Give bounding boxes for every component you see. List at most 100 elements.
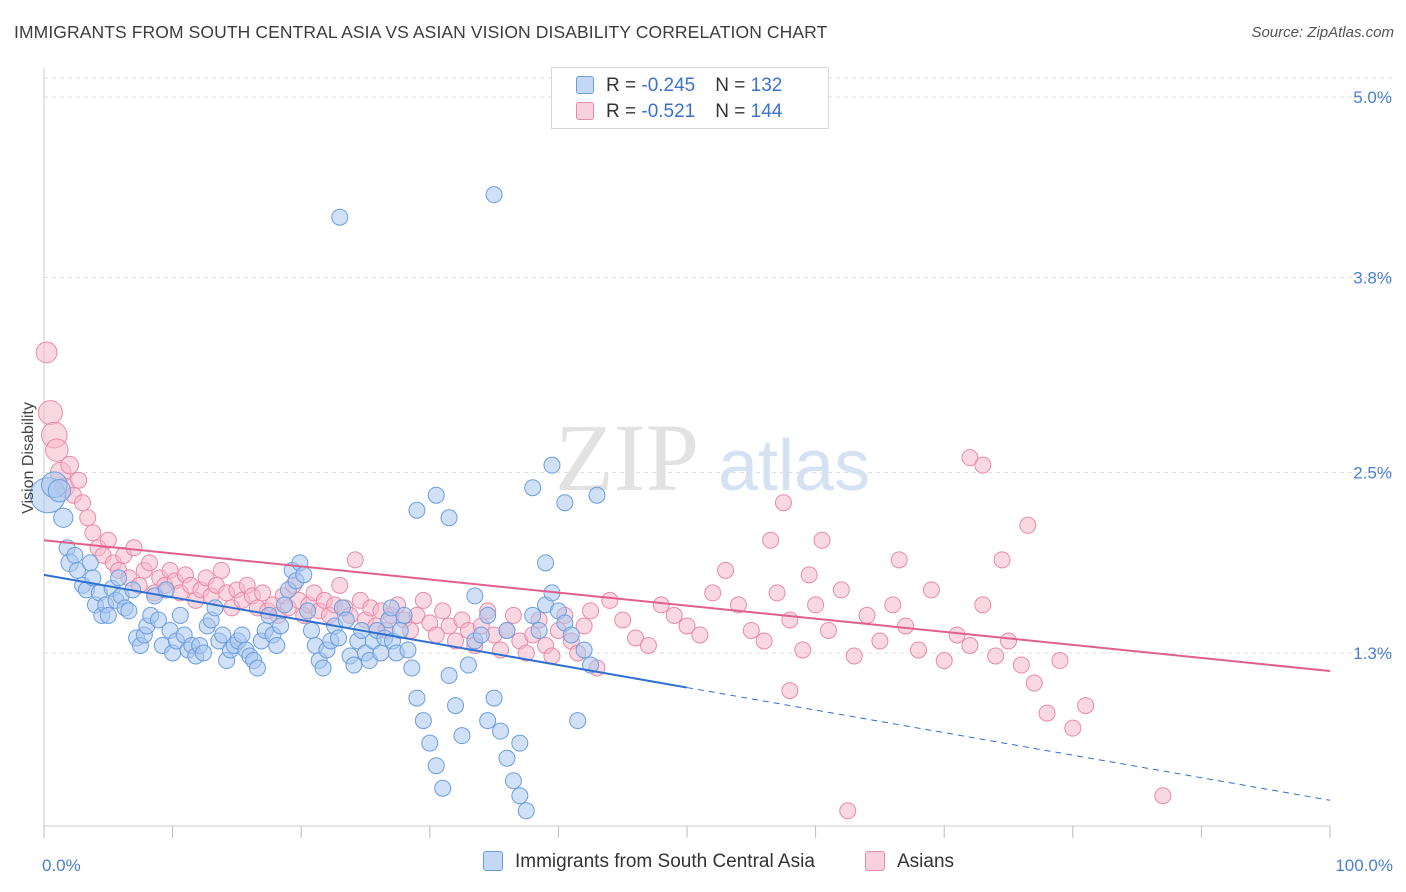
- asians-point: [1077, 697, 1095, 715]
- legend-r-value: -0.521: [641, 101, 696, 122]
- asians-point: [819, 621, 837, 639]
- immigrants-point: [479, 712, 497, 730]
- asians-point: [691, 626, 709, 644]
- immigrants-point: [171, 606, 189, 624]
- asians-point: [614, 611, 632, 629]
- asians-point: [35, 341, 58, 364]
- immigrants-point: [524, 606, 542, 624]
- immigrants-point: [295, 566, 313, 584]
- immigrants-point: [395, 606, 413, 624]
- immigrants-point: [408, 689, 426, 707]
- asians-point: [935, 652, 953, 670]
- source-label: Source: ZipAtlas.com: [1251, 24, 1394, 41]
- x-tick-label-max: 100.0%: [1335, 856, 1393, 875]
- immigrants-point: [157, 581, 175, 599]
- asians-point: [762, 531, 780, 549]
- asians-point: [948, 626, 966, 644]
- immigrants-point: [414, 712, 432, 730]
- asians-point: [212, 561, 230, 579]
- legend-item-immigrants: Immigrants from South Central Asia: [483, 851, 815, 873]
- correlation-legend: R = -0.245 N = 132 R = -0.521 N = 144: [551, 67, 829, 129]
- immigrants-point: [382, 599, 400, 617]
- asians-point: [768, 584, 786, 602]
- immigrants-point: [427, 757, 445, 775]
- asians-point: [543, 647, 561, 665]
- asians-point: [414, 591, 432, 609]
- asians-point: [1154, 787, 1172, 805]
- immigrants-point: [268, 636, 286, 654]
- legend-item-asians: Asians: [865, 851, 954, 873]
- legend-label-immigrants: Immigrants from South Central Asia: [515, 851, 815, 872]
- asians-point: [813, 531, 831, 549]
- asians-point: [504, 606, 522, 624]
- asians-point: [346, 551, 364, 569]
- asians-point: [845, 647, 863, 665]
- asians-point: [1051, 652, 1069, 670]
- asians-point: [987, 647, 1005, 665]
- asians-point: [447, 632, 465, 650]
- asians-point: [639, 636, 657, 654]
- immigrants-point: [485, 689, 503, 707]
- immigrants-point: [331, 208, 349, 226]
- asians-point: [678, 617, 696, 635]
- legend-swatch-pink: [576, 102, 594, 120]
- immigrants-point: [403, 659, 421, 677]
- immigrants-point: [248, 659, 266, 677]
- asians-point: [79, 509, 97, 527]
- asians-point: [1019, 516, 1037, 534]
- immigrants-point: [214, 626, 232, 644]
- immigrants-point: [562, 626, 580, 644]
- watermark-atlas: atlas: [718, 426, 870, 506]
- asians-point: [807, 596, 825, 614]
- immigrants-point: [372, 644, 390, 662]
- asians-point: [84, 524, 102, 542]
- y-tick-label: 3.8%: [1353, 268, 1392, 287]
- asians-point: [871, 632, 889, 650]
- asians-point: [890, 551, 908, 569]
- immigrants-point: [149, 611, 167, 629]
- asians-point: [922, 581, 940, 599]
- tick-labels: 1.3% 2.5% 3.8% 5.0% 0.0% 100.0%: [42, 88, 1393, 875]
- immigrants-point: [345, 656, 363, 674]
- immigrants-point: [120, 602, 138, 620]
- asians-point: [99, 531, 117, 549]
- asians-point: [652, 596, 670, 614]
- immigrants-point: [399, 641, 417, 659]
- asians-point: [517, 644, 535, 662]
- y-tick-label: 5.0%: [1353, 88, 1392, 107]
- asians-point: [974, 596, 992, 614]
- immigrants-point: [588, 486, 606, 504]
- asians-point: [961, 636, 979, 654]
- immigrants-point: [459, 656, 477, 674]
- asians-point: [601, 591, 619, 609]
- legend-row-asians: R = -0.521 N = 144: [576, 101, 782, 127]
- asians-point: [742, 621, 760, 639]
- asians-point: [1064, 719, 1082, 737]
- immigrants-point: [434, 779, 452, 797]
- legend-n-value: 132: [750, 75, 783, 96]
- immigrants-point: [99, 606, 117, 624]
- immigrants-point: [53, 507, 74, 528]
- immigrants-point: [498, 621, 516, 639]
- asians-point: [125, 539, 143, 557]
- immigrants-point: [440, 509, 458, 527]
- immigrants-point: [524, 479, 542, 497]
- y-axis-label: Vision Disability: [20, 402, 37, 514]
- asians-point: [74, 494, 92, 512]
- immigrants-point: [329, 629, 347, 647]
- legend-label-asians: Asians: [897, 851, 955, 872]
- legend-n-label: N =: [715, 101, 751, 122]
- legend-swatch-pink: [865, 851, 885, 871]
- asians-point: [704, 584, 722, 602]
- immigrants-point: [472, 626, 490, 644]
- asians-point: [331, 576, 349, 594]
- asians-point: [37, 400, 63, 426]
- immigrants-point: [511, 787, 529, 805]
- trend-lines: [43, 539, 1331, 801]
- chart-title: IMMIGRANTS FROM SOUTH CENTRAL ASIA VS AS…: [14, 22, 828, 42]
- immigrants-point: [47, 479, 72, 503]
- x-tick-label-min: 0.0%: [42, 856, 81, 875]
- asians-point: [909, 641, 927, 659]
- legend-swatch-blue: [576, 76, 594, 94]
